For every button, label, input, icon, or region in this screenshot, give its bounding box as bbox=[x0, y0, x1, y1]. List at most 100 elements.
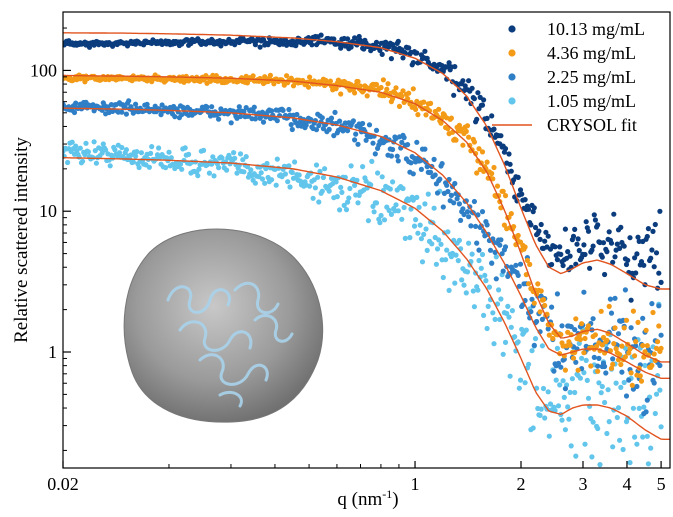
x-axis: 0.02 1 2 3 4 5 bbox=[47, 461, 666, 494]
data-point bbox=[641, 404, 647, 410]
data-point bbox=[413, 217, 419, 223]
data-point bbox=[517, 187, 524, 193]
data-point bbox=[623, 317, 630, 323]
data-point bbox=[347, 185, 353, 192]
data-point bbox=[133, 153, 139, 159]
data-point bbox=[634, 251, 640, 257]
data-point bbox=[567, 389, 573, 395]
data-point bbox=[478, 265, 484, 271]
data-point bbox=[568, 443, 574, 449]
data-point bbox=[492, 249, 498, 255]
data-point bbox=[434, 190, 441, 196]
data-point bbox=[554, 345, 561, 351]
data-point bbox=[643, 327, 649, 333]
data-point bbox=[332, 109, 338, 115]
data-point bbox=[529, 348, 535, 354]
data-point bbox=[613, 346, 619, 352]
data-point bbox=[395, 38, 401, 45]
data-point bbox=[479, 209, 486, 215]
data-point bbox=[611, 341, 617, 347]
data-point bbox=[201, 147, 207, 153]
data-point bbox=[434, 246, 441, 252]
data-point bbox=[313, 162, 320, 168]
data-point bbox=[614, 414, 620, 421]
data-point bbox=[339, 189, 345, 195]
data-point bbox=[216, 116, 222, 122]
data-point bbox=[618, 384, 624, 390]
x-tick-label: 0.02 bbox=[47, 474, 79, 494]
data-point bbox=[444, 182, 450, 188]
data-point bbox=[331, 133, 337, 139]
data-point bbox=[517, 261, 524, 267]
data-point bbox=[630, 308, 637, 314]
data-point bbox=[628, 370, 634, 376]
data-point bbox=[357, 83, 363, 89]
data-point bbox=[250, 108, 256, 114]
data-point bbox=[534, 318, 540, 325]
data-point bbox=[251, 104, 257, 110]
data-point bbox=[522, 380, 528, 386]
legend-marker-icon bbox=[508, 73, 516, 81]
data-point bbox=[360, 164, 366, 170]
data-point bbox=[590, 243, 596, 249]
data-point bbox=[379, 51, 385, 58]
data-point bbox=[515, 232, 521, 239]
data-point bbox=[644, 397, 650, 403]
data-point bbox=[617, 437, 623, 443]
chart-legend: 10.13 mg/mL 4.36 mg/mL 2.25 mg/mL 1.05 mg/m… bbox=[492, 19, 645, 135]
series-10-13-mg-ml bbox=[63, 32, 664, 303]
data-point bbox=[516, 283, 522, 289]
data-point bbox=[638, 378, 645, 384]
data-point bbox=[316, 122, 322, 129]
data-point bbox=[99, 150, 105, 156]
data-point bbox=[658, 424, 664, 430]
data-point bbox=[282, 171, 288, 177]
data-point bbox=[444, 247, 450, 253]
data-point bbox=[599, 383, 605, 390]
data-point bbox=[259, 176, 265, 182]
data-point bbox=[437, 176, 443, 182]
data-point bbox=[494, 183, 501, 189]
data-point bbox=[269, 177, 275, 183]
data-point bbox=[510, 224, 517, 230]
data-point bbox=[373, 39, 380, 46]
data-point bbox=[310, 195, 316, 201]
data-point bbox=[285, 179, 291, 185]
data-point bbox=[627, 346, 633, 352]
data-point bbox=[395, 158, 401, 164]
data-point bbox=[258, 170, 264, 176]
data-point bbox=[381, 217, 388, 223]
data-point bbox=[479, 149, 486, 155]
data-point bbox=[618, 361, 624, 368]
data-point bbox=[343, 207, 350, 213]
data-point bbox=[231, 150, 237, 156]
data-point bbox=[355, 200, 361, 206]
data-point bbox=[623, 261, 630, 268]
x-tick-label: 2 bbox=[517, 474, 526, 494]
data-point bbox=[464, 209, 471, 215]
data-point bbox=[263, 166, 269, 172]
data-point bbox=[86, 44, 93, 50]
data-point bbox=[515, 339, 521, 345]
data-point bbox=[453, 252, 459, 258]
data-point bbox=[591, 354, 597, 360]
data-point bbox=[446, 60, 452, 66]
data-point bbox=[284, 73, 290, 79]
data-point bbox=[425, 191, 431, 197]
data-point bbox=[65, 159, 71, 166]
data-point bbox=[91, 139, 97, 145]
data-point bbox=[337, 207, 343, 213]
data-point bbox=[341, 202, 347, 208]
data-point bbox=[617, 245, 623, 251]
data-point bbox=[656, 323, 662, 329]
data-point bbox=[657, 387, 663, 393]
data-point bbox=[539, 316, 546, 322]
data-point bbox=[562, 427, 569, 433]
data-point bbox=[549, 261, 555, 268]
data-point bbox=[377, 47, 383, 54]
x-tick-label: 4 bbox=[622, 474, 631, 494]
data-point bbox=[562, 226, 569, 232]
data-point bbox=[410, 171, 416, 177]
data-point bbox=[317, 168, 323, 174]
data-point bbox=[439, 161, 445, 167]
